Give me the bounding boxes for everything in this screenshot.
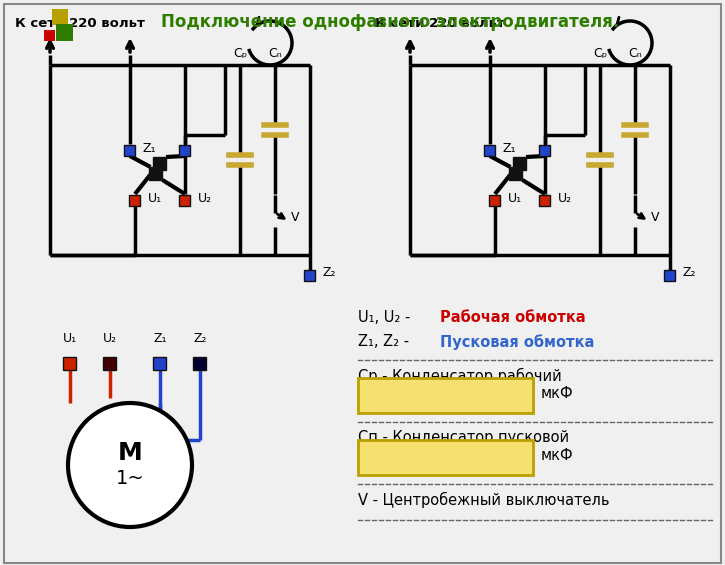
FancyBboxPatch shape — [484, 145, 495, 155]
FancyBboxPatch shape — [153, 157, 166, 170]
Text: Cₙ: Cₙ — [268, 47, 282, 60]
FancyBboxPatch shape — [149, 167, 162, 180]
Circle shape — [68, 403, 192, 527]
Text: Z₁: Z₁ — [503, 141, 516, 154]
Text: Cₙ: Cₙ — [628, 47, 642, 60]
Text: V: V — [651, 211, 660, 224]
Text: U₁: U₁ — [508, 192, 522, 205]
Text: К сети 220 вольт: К сети 220 вольт — [375, 17, 505, 30]
Text: К сети 220 вольт: К сети 220 вольт — [15, 17, 145, 30]
FancyBboxPatch shape — [44, 30, 55, 41]
Text: M: M — [117, 441, 142, 465]
FancyBboxPatch shape — [358, 440, 533, 475]
Text: Пусковая обмотка: Пусковая обмотка — [440, 334, 594, 350]
Text: U₂: U₂ — [103, 332, 117, 345]
Text: U₁, U₂ -: U₁, U₂ - — [358, 310, 415, 325]
Text: Ср - Конденсатор рабочий: Ср - Конденсатор рабочий — [358, 368, 562, 384]
FancyBboxPatch shape — [180, 145, 191, 155]
FancyBboxPatch shape — [304, 270, 315, 280]
Text: Z₁: Z₁ — [143, 141, 157, 154]
Text: U₁: U₁ — [148, 192, 162, 205]
FancyBboxPatch shape — [665, 270, 676, 280]
Text: U₁: U₁ — [63, 332, 77, 345]
FancyBboxPatch shape — [358, 378, 533, 413]
Text: Cₚ: Cₚ — [593, 47, 607, 60]
FancyBboxPatch shape — [180, 194, 191, 206]
FancyBboxPatch shape — [154, 357, 167, 370]
Text: Рабочая обмотка: Рабочая обмотка — [440, 310, 586, 325]
Text: V - Центробежный выключатель: V - Центробежный выключатель — [358, 492, 610, 508]
FancyBboxPatch shape — [513, 157, 526, 170]
Text: Подключение однофазного электродвигателя.: Подключение однофазного электродвигателя… — [161, 13, 619, 31]
FancyBboxPatch shape — [56, 24, 73, 41]
Text: 1~: 1~ — [115, 470, 144, 489]
FancyBboxPatch shape — [194, 357, 207, 370]
Text: Z₁: Z₁ — [153, 332, 167, 345]
FancyBboxPatch shape — [510, 167, 523, 180]
Text: Z₁, Z₂ -: Z₁, Z₂ - — [358, 334, 414, 349]
FancyBboxPatch shape — [489, 194, 500, 206]
FancyBboxPatch shape — [64, 357, 77, 370]
Text: Сп - Конденсатор пусковой: Сп - Конденсатор пусковой — [358, 430, 569, 445]
FancyBboxPatch shape — [52, 9, 68, 25]
Text: Z₂: Z₂ — [194, 332, 207, 345]
FancyBboxPatch shape — [539, 145, 550, 155]
FancyBboxPatch shape — [104, 357, 117, 370]
FancyBboxPatch shape — [125, 145, 136, 155]
Text: Z₂: Z₂ — [323, 267, 336, 280]
Text: V: V — [291, 211, 299, 224]
Text: U₂: U₂ — [198, 192, 212, 205]
FancyBboxPatch shape — [539, 194, 550, 206]
Text: мкФ: мкФ — [541, 385, 573, 401]
Text: U₂: U₂ — [558, 192, 572, 205]
Text: Cₚ: Cₚ — [233, 47, 247, 60]
Text: Z₂: Z₂ — [683, 267, 697, 280]
FancyBboxPatch shape — [130, 194, 141, 206]
Text: мкФ: мкФ — [541, 447, 573, 463]
